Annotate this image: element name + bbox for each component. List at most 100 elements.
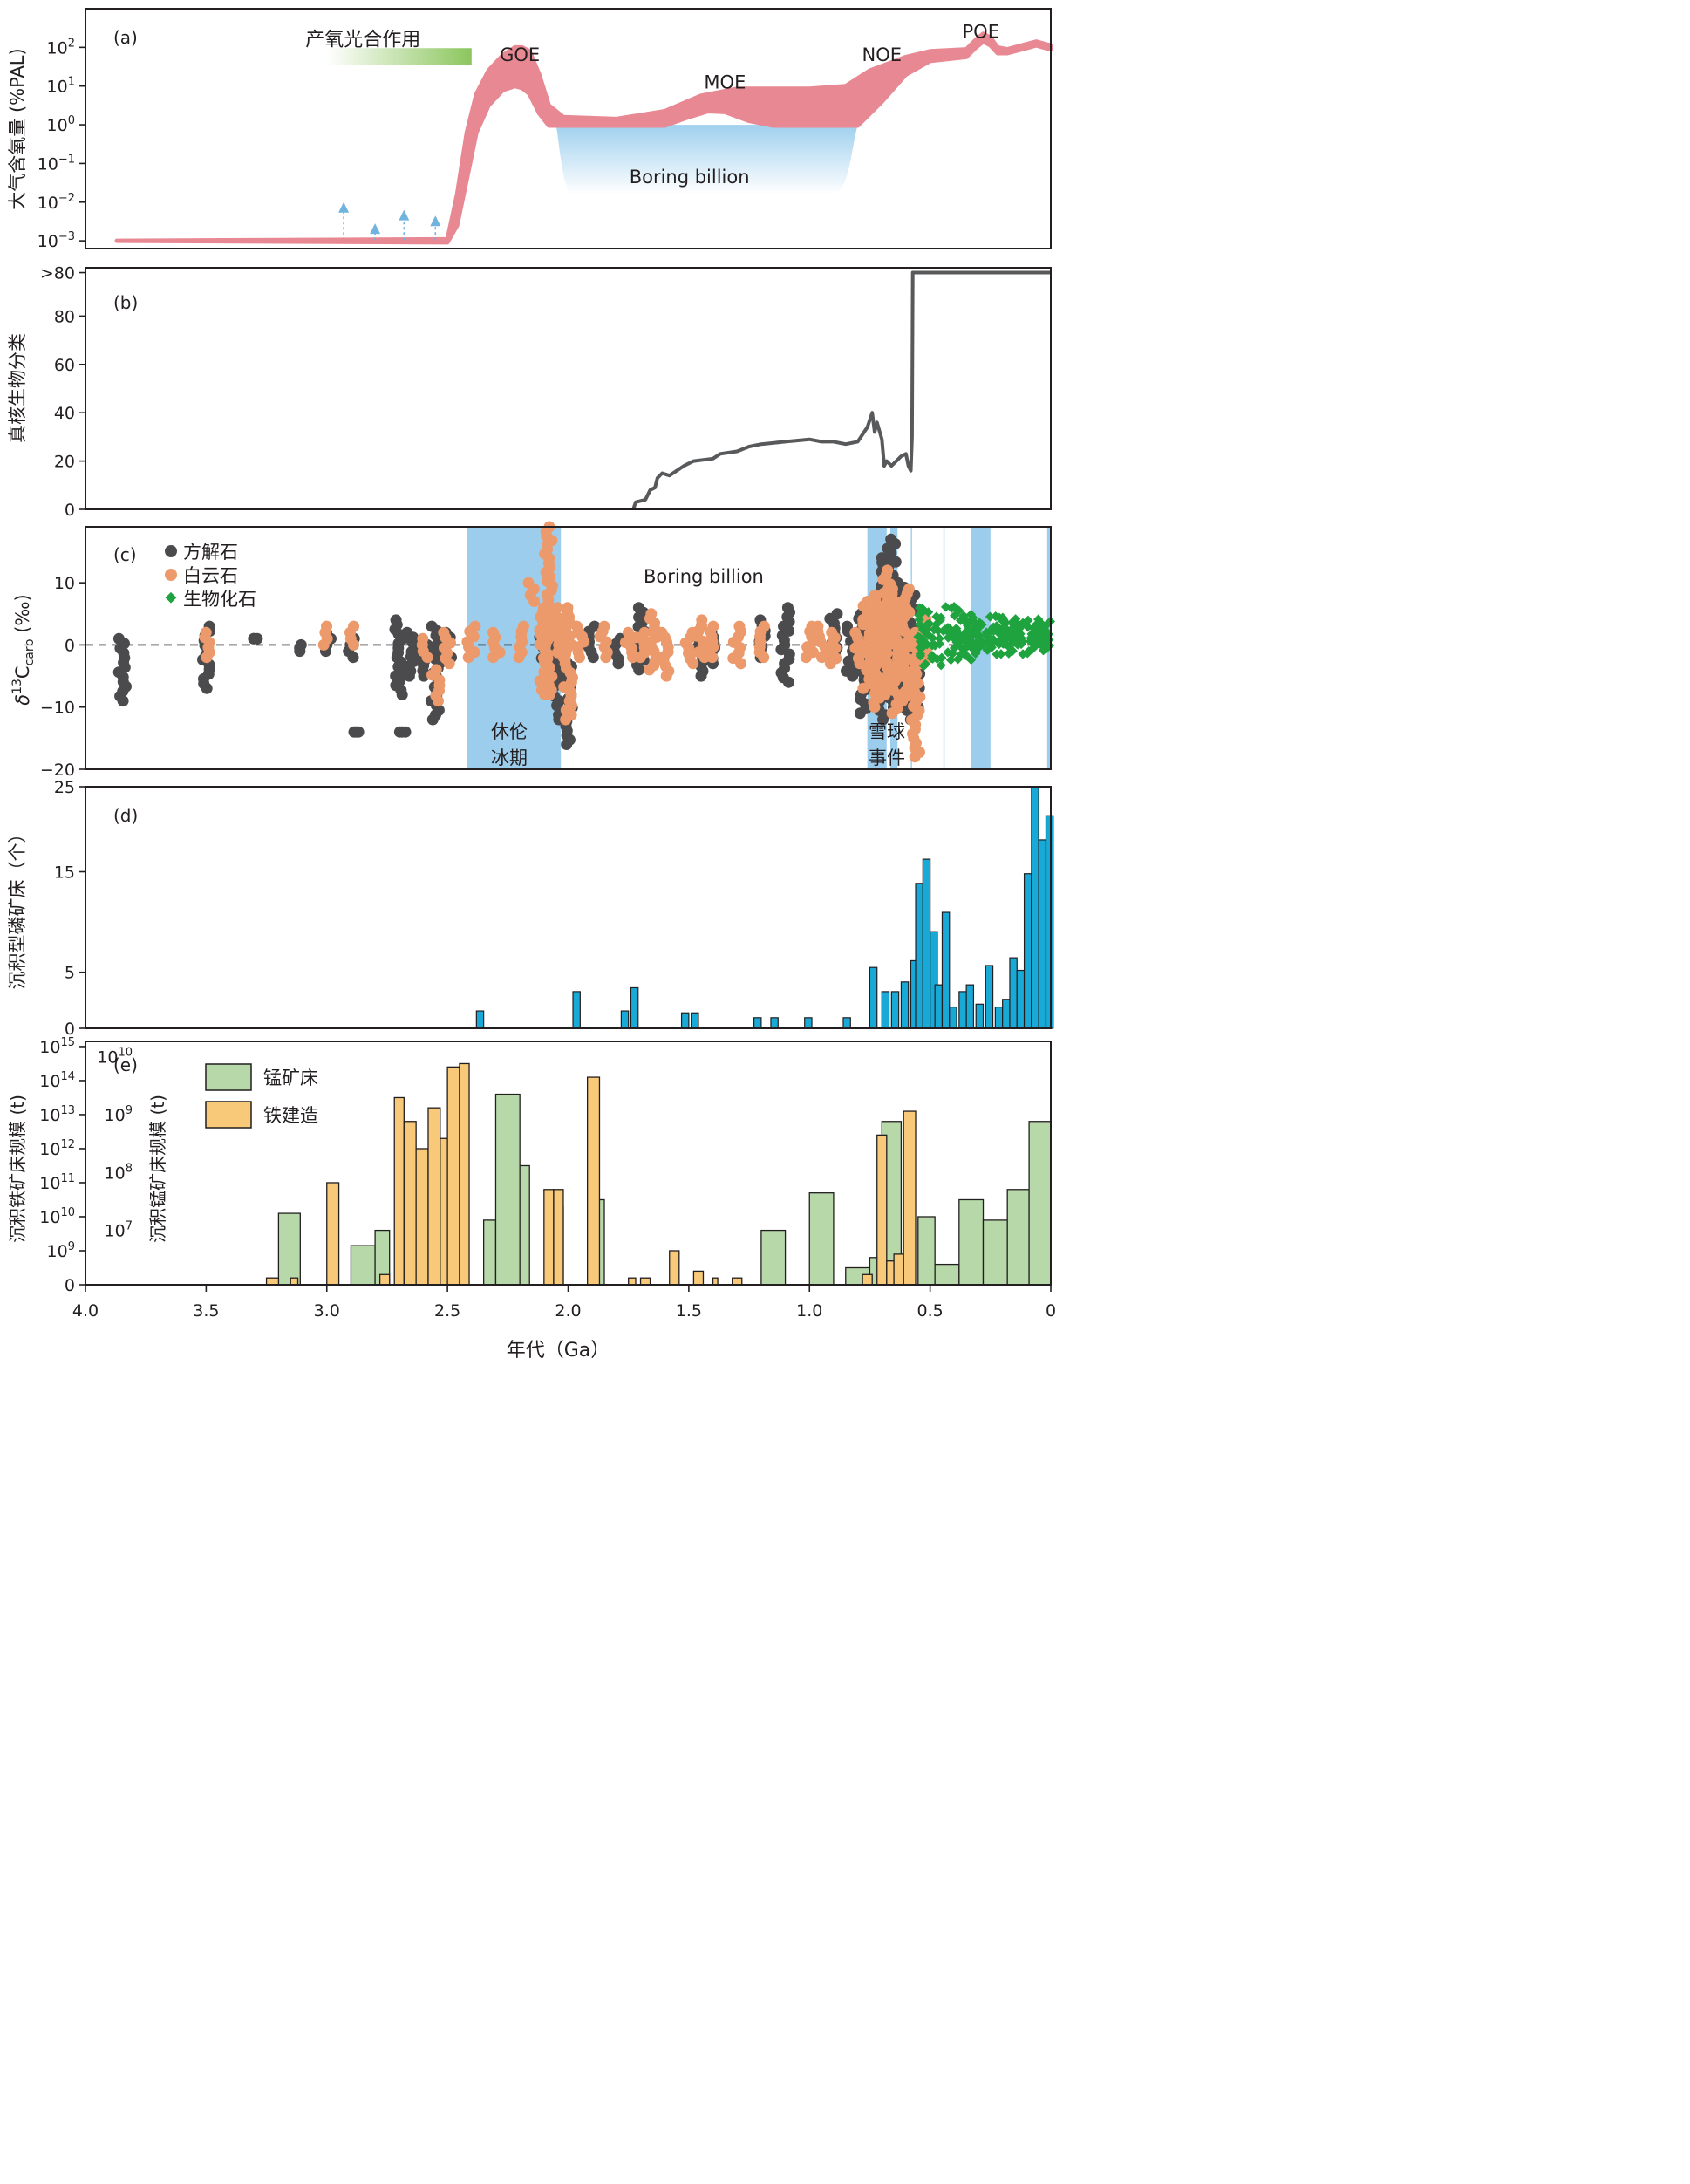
iron-bar-7 — [427, 1107, 441, 1286]
phosphorite-bar-31 — [1038, 839, 1047, 1029]
fossil-point — [988, 636, 998, 647]
legend-fossil-label: 生物化石 — [183, 589, 256, 610]
phosphorite-bar-22 — [965, 984, 975, 1029]
y-tick-label-4: 80 — [54, 307, 75, 326]
fossil-point — [1002, 631, 1012, 641]
y2-tick-base: 10 — [105, 1164, 126, 1183]
y-tick-base: 10 — [47, 78, 68, 97]
phosphorite-bar-5 — [691, 1012, 699, 1029]
x-tick-label-4: 2.0 — [555, 1301, 581, 1321]
calcite-point — [831, 608, 843, 620]
fossil-point — [999, 622, 1010, 632]
manganese-bar-16 — [982, 1219, 1008, 1286]
dolomite-point — [571, 620, 583, 632]
y-tick-base: 10 — [39, 1208, 60, 1227]
y-tick-label-0: 102 — [47, 37, 75, 58]
panel-a-ylabel: 大气含氧量 (%PAL) — [7, 48, 28, 209]
phosphorite-bar-30 — [1031, 786, 1039, 1029]
y-tick-base: 10 — [39, 1174, 60, 1193]
fossil-point — [983, 645, 993, 655]
panel-a-frame — [85, 8, 1052, 249]
manganese-bar-18 — [1028, 1121, 1052, 1286]
y-tick-base: 10 — [47, 38, 68, 58]
y-tick-label-0: 0 — [65, 1020, 75, 1039]
y-tick-label-5: 10−3 — [37, 230, 75, 251]
y-tick-exponent: 13 — [60, 1104, 75, 1117]
y-tick-exponent: 1 — [68, 76, 75, 89]
phosphorite-bar-10 — [869, 966, 878, 1029]
x-axis: 4.0 3.5 3.0 2.5 2.0 1.5 1.0 0.5 0 年代（Ga） — [72, 1285, 1056, 1362]
y-tick-exponent: 14 — [60, 1070, 75, 1083]
fossil-point — [992, 626, 1004, 637]
x-tick-label-0: 4.0 — [72, 1301, 99, 1321]
dolomite-point — [430, 664, 442, 676]
y-tick-base: 10 — [47, 116, 68, 135]
phosphorite-bar-29 — [1023, 873, 1032, 1029]
y-tick-label-3: 1011 — [39, 1172, 75, 1193]
dolomite-point — [857, 682, 869, 694]
y-tick-exponent: 9 — [68, 1240, 75, 1253]
y-tick-label-1: 20 — [54, 453, 75, 472]
fossil-point — [927, 640, 937, 651]
dolomite-point — [517, 620, 529, 632]
panel-b-ylabel: 真核生物分类 — [7, 333, 28, 443]
fossil-point — [1035, 638, 1046, 649]
manganese-bar-13 — [917, 1216, 936, 1286]
oxygen-arrow-head-1 — [370, 223, 381, 235]
fossil-point — [934, 633, 944, 644]
phosphorite-bar-18 — [934, 984, 944, 1029]
ylabel-sup: 13 — [10, 679, 24, 694]
iron-bar-4 — [393, 1096, 405, 1286]
iron-bar-5 — [403, 1121, 417, 1286]
iron-bar-10 — [459, 1062, 470, 1286]
fossil-point — [931, 619, 942, 630]
fossil-point — [969, 645, 979, 655]
phosphorite-bar-13 — [900, 981, 910, 1029]
y-tick-base: 10 — [37, 194, 58, 213]
panel-d: 0 5 15 25 (d) 沉积型磷矿床（个） — [7, 778, 1054, 1039]
calcite-point — [396, 726, 408, 738]
y2-tick-label-0: 107 — [105, 1220, 133, 1241]
fossil-point — [971, 625, 982, 637]
dolomite-point — [758, 620, 770, 632]
fossil-point — [957, 631, 967, 642]
fossil-point — [915, 603, 925, 613]
y2-tick-label-2: 109 — [105, 1104, 133, 1125]
c-boring-billion-label: Boring billion — [644, 566, 764, 587]
y-tick-label-4: 1012 — [39, 1138, 75, 1159]
calcite-point — [589, 620, 601, 632]
calcite-point — [781, 602, 794, 614]
panel-e-ylabel2: 沉积锰矿床规模 (t) — [147, 1095, 168, 1243]
oxygen-arrow-head-3 — [430, 215, 441, 227]
y-tick-label-1: 101 — [47, 76, 75, 97]
iron-bar-0 — [265, 1277, 280, 1286]
huronian-label-line1: 休伦 — [491, 721, 528, 742]
fossil-point — [915, 649, 926, 659]
y2-tick-label-3: 1010 — [97, 1047, 133, 1068]
y2-tick-exponent: 9 — [126, 1104, 133, 1117]
x-tick-label-7: 0.5 — [917, 1301, 944, 1321]
fossil-point — [1007, 645, 1018, 656]
iron-bar-19 — [732, 1277, 743, 1286]
phosphorite-bar-28 — [1016, 969, 1026, 1029]
panel-a-label: (a) — [113, 27, 138, 48]
y-tick-exponent: −3 — [58, 230, 75, 243]
y-tick-label-2: 100 — [47, 114, 75, 135]
y-tick-exponent: 12 — [60, 1138, 75, 1151]
iron-bar-11 — [543, 1189, 555, 1286]
fossil-point — [1023, 615, 1033, 625]
fossil-point — [922, 619, 933, 630]
oxygen-arrow-head-2 — [399, 209, 410, 221]
manganese-bar-8 — [760, 1229, 787, 1286]
y2-tick-exponent: 7 — [126, 1220, 133, 1233]
manganese-bar-9 — [808, 1192, 835, 1286]
y-tick-label-3: 60 — [54, 356, 75, 375]
x-tick-label-5: 1.5 — [676, 1301, 702, 1321]
photosynthesis-bar — [326, 48, 472, 65]
y-tick-exponent: 11 — [60, 1172, 75, 1185]
y-tick-label-1: 109 — [47, 1240, 75, 1261]
y-tick-exponent: −1 — [58, 153, 75, 166]
phosphorite-bar-23 — [975, 1003, 985, 1029]
phosphorite-bar-12 — [890, 991, 900, 1029]
phosphorite-bar-8 — [804, 1017, 813, 1029]
